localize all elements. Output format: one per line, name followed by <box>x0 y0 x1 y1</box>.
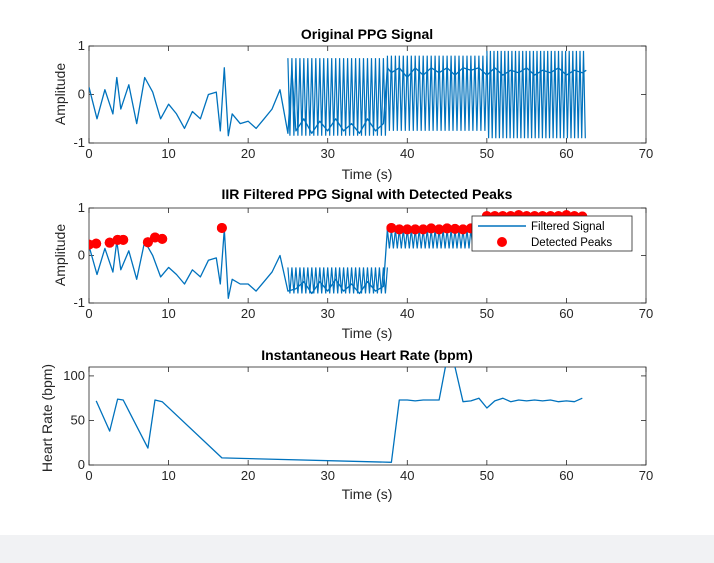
subplot-filtered-ppg: IIR Filtered PPG Signal with Detected Pe… <box>52 186 653 341</box>
y-tick-label: 100 <box>63 368 85 383</box>
y-axis-label: Amplitude <box>52 224 68 286</box>
y-tick-label: 0 <box>78 457 85 472</box>
y-tick-label: 50 <box>71 412 85 427</box>
x-tick-label: 70 <box>639 306 653 321</box>
x-tick-label: 40 <box>400 146 414 161</box>
x-tick-label: 30 <box>320 146 334 161</box>
oscillation-segment <box>287 58 388 136</box>
y-ticks: 0 50 100 <box>63 368 646 472</box>
peak-marker-top <box>386 222 397 233</box>
x-tick-label: 20 <box>241 306 255 321</box>
y-tick-label: 0 <box>78 87 85 102</box>
x-tick-label: 0 <box>85 306 92 321</box>
peak-marker-top <box>457 224 468 235</box>
x-tick-label: 30 <box>320 306 334 321</box>
window-bottom-strip <box>0 535 714 563</box>
x-tick-label: 10 <box>161 468 175 483</box>
legend-marker-swatch <box>497 237 507 247</box>
peak-marker-top <box>410 224 421 235</box>
chart-title: IIR Filtered PPG Signal with Detected Pe… <box>222 186 513 202</box>
peak-marker-top <box>418 224 429 235</box>
chart-title: Original PPG Signal <box>301 26 433 42</box>
series-line <box>95 367 583 463</box>
y-tick-label: 1 <box>78 38 85 53</box>
x-ticks: 0 10 20 30 40 50 60 70 <box>85 208 653 321</box>
x-tick-label: 70 <box>639 468 653 483</box>
x-ticks: 0 10 20 30 40 50 60 70 <box>85 367 653 483</box>
x-axis-label: Time (s) <box>342 325 393 341</box>
y-axis-label: Amplitude <box>52 63 68 125</box>
x-axis-label: Time (s) <box>342 486 393 502</box>
peak-marker-top <box>442 223 453 234</box>
x-tick-label: 20 <box>241 468 255 483</box>
y-tick-label: 1 <box>78 200 85 215</box>
x-axis-label: Time (s) <box>342 166 393 182</box>
oscillation-segment <box>386 55 488 131</box>
x-ticks: 0 10 20 30 40 50 60 70 <box>85 46 653 161</box>
y-ticks: -1 0 1 <box>73 38 646 150</box>
peak-marker-top <box>426 223 437 234</box>
peak-marker-top <box>402 224 413 235</box>
plot-lines <box>95 367 583 463</box>
x-tick-label: 0 <box>85 468 92 483</box>
x-tick-label: 50 <box>480 306 494 321</box>
legend-entry-peaks: Detected Peaks <box>531 237 612 249</box>
peak-marker-top <box>118 234 129 245</box>
y-tick-label: -1 <box>73 295 85 310</box>
peak-marker-top <box>142 237 153 248</box>
plot-lines <box>89 50 587 139</box>
y-tick-label: -1 <box>73 135 85 150</box>
plot-area <box>88 366 647 466</box>
y-ticks: -1 0 1 <box>73 200 646 310</box>
y-axis-label: Heart Rate (bpm) <box>39 364 55 472</box>
x-tick-label: 10 <box>161 146 175 161</box>
x-tick-label: 0 <box>85 146 92 161</box>
x-tick-label: 50 <box>480 468 494 483</box>
y-tick-label: 0 <box>78 248 85 263</box>
subplot-original-ppg: Original PPG Signal 0 10 20 30 40 50 60 70 -101… <box>52 26 653 182</box>
x-tick-label: 20 <box>241 146 255 161</box>
x-tick-label: 40 <box>400 468 414 483</box>
peak-marker-top <box>434 224 445 235</box>
legend: Filtered Signal Detected Peaks <box>471 215 633 252</box>
x-tick-label: 30 <box>320 468 334 483</box>
x-tick-label: 50 <box>480 146 494 161</box>
x-tick-label: 10 <box>161 306 175 321</box>
peak-marker-top <box>394 224 405 235</box>
oscillation-segment <box>287 267 388 294</box>
chart-title: Instantaneous Heart Rate (bpm) <box>261 347 473 363</box>
x-tick-label: 60 <box>559 468 573 483</box>
peak-marker-top <box>91 238 102 249</box>
subplot-heart-rate: Instantaneous Heart Rate (bpm) 0 10 20 30 40… <box>39 347 653 502</box>
peak-marker-top <box>450 223 461 234</box>
x-tick-label: 40 <box>400 306 414 321</box>
peak-marker-top <box>157 233 168 244</box>
peak-marker-top <box>104 237 115 248</box>
oscillation-segment <box>386 229 488 249</box>
x-tick-label: 70 <box>639 146 653 161</box>
x-tick-label: 60 <box>559 146 573 161</box>
series-line <box>89 67 587 137</box>
peak-marker-top <box>216 222 227 233</box>
legend-entry-filtered: Filtered Signal <box>531 221 605 233</box>
oscillation-segment <box>486 50 586 139</box>
x-tick-label: 60 <box>559 306 573 321</box>
